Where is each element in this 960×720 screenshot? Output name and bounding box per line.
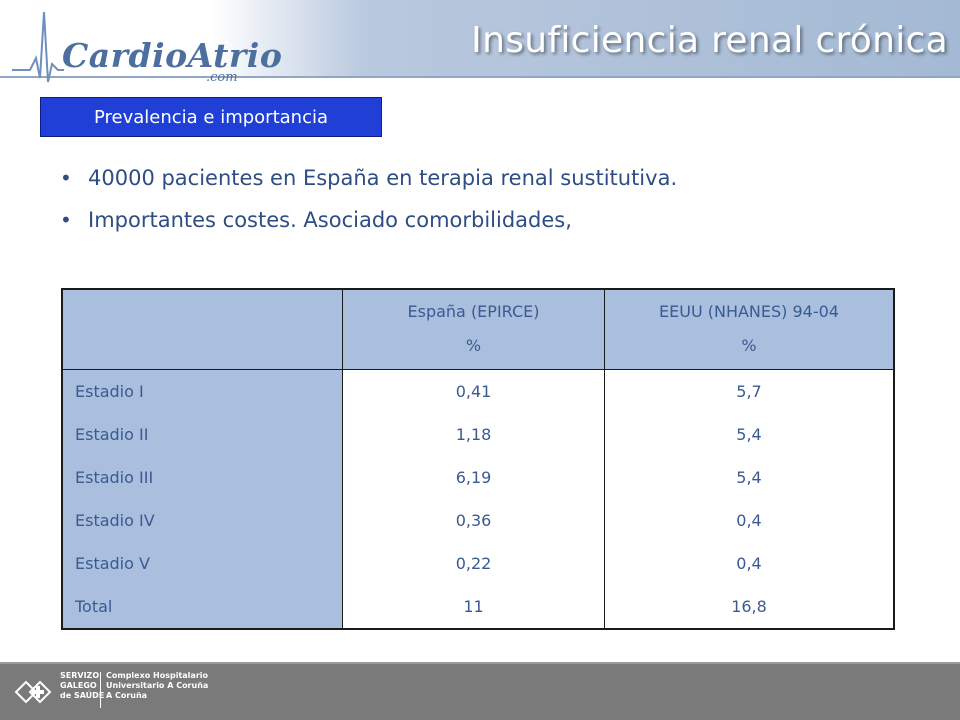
header-band [0, 0, 960, 76]
sergas-line: de SAÚDE [60, 691, 105, 700]
spain-value: 0,22 [342, 541, 605, 585]
row-label: Estadio II [62, 412, 343, 456]
footer-band [0, 664, 960, 720]
header-spain-unit: % [465, 336, 482, 356]
sergas-label: SERVIZO GALEGO de SAÚDE [60, 671, 104, 701]
page-title: Insuficiencia renal crónica [471, 20, 948, 61]
header-cell-usa: EEUU (NHANES) 94-04 % [604, 289, 894, 369]
hospital-line: Complexo Hospitalario [106, 671, 209, 680]
ecg-wave-icon [12, 11, 64, 83]
bullet-dot-icon: • [60, 208, 72, 232]
cardioatrio-logo: CardioAtrio .com [10, 8, 282, 88]
spain-value: 6,19 [342, 455, 605, 499]
usa-value: 0,4 [604, 498, 894, 542]
row-label: Total [62, 584, 343, 629]
table-header-row: España (EPIRCE) % EEUU (NHANES) 94-04 % [62, 289, 894, 369]
logo-text: CardioAtrio [62, 36, 283, 75]
table-row: Estadio IV 0,36 0,4 [62, 498, 894, 542]
section-subtitle: Prevalencia e importancia [40, 97, 382, 137]
spain-value: 1,18 [342, 412, 605, 456]
header-divider [0, 76, 960, 78]
header-usa-title: EEUU (NHANES) 94-04 [659, 302, 839, 322]
sergas-line: SERVIZO [60, 671, 100, 680]
logo-suffix: .com [206, 70, 238, 85]
usa-value: 16,8 [604, 584, 894, 629]
header-usa-unit: % [741, 336, 757, 356]
usa-value: 5,4 [604, 412, 894, 456]
usa-value: 5,7 [604, 369, 894, 413]
bullet-text: Importantes costes. Asociado comorbilida… [88, 208, 572, 232]
header-cell-empty [62, 289, 343, 369]
usa-value: 5,4 [604, 455, 894, 499]
bullet-item: • 40000 pacientes en España en terapia r… [58, 160, 677, 202]
table-row: Total 11 16,8 [62, 584, 894, 629]
table-row: Estadio V 0,22 0,4 [62, 541, 894, 585]
prevalence-table: España (EPIRCE) % EEUU (NHANES) 94-04 % … [61, 288, 895, 630]
spain-value: 0,41 [342, 369, 605, 413]
spain-value: 0,36 [342, 498, 605, 542]
bullet-text: 40000 pacientes en España en terapia ren… [88, 166, 678, 190]
bullet-dot-icon: • [60, 166, 72, 190]
row-label: Estadio III [62, 455, 343, 499]
table-row: Estadio II 1,18 5,4 [62, 412, 894, 456]
table-row: Estadio III 6,19 5,4 [62, 455, 894, 499]
hospital-line: Universitario A Coruña [106, 681, 209, 690]
hospital-label: Complexo Hospitalario Universitario A Co… [106, 671, 208, 701]
footer-separator [100, 672, 101, 708]
spain-value: 11 [342, 584, 605, 629]
header-cell-spain: España (EPIRCE) % [342, 289, 605, 369]
row-label: Estadio V [62, 541, 343, 585]
sergas-line: GALEGO [60, 681, 97, 690]
header-spain-title: España (EPIRCE) [407, 302, 540, 322]
row-label: Estadio I [62, 369, 343, 413]
bullet-item: • Importantes costes. Asociado comorbili… [58, 202, 677, 244]
table-row: Estadio I 0,41 5,7 [62, 369, 894, 413]
usa-value: 0,4 [604, 541, 894, 585]
row-label: Estadio IV [62, 498, 343, 542]
hospital-line: A Coruña [106, 691, 148, 700]
sergas-logo-icon [14, 680, 52, 704]
bullet-list: • 40000 pacientes en España en terapia r… [58, 160, 677, 244]
footer-divider [0, 662, 960, 664]
